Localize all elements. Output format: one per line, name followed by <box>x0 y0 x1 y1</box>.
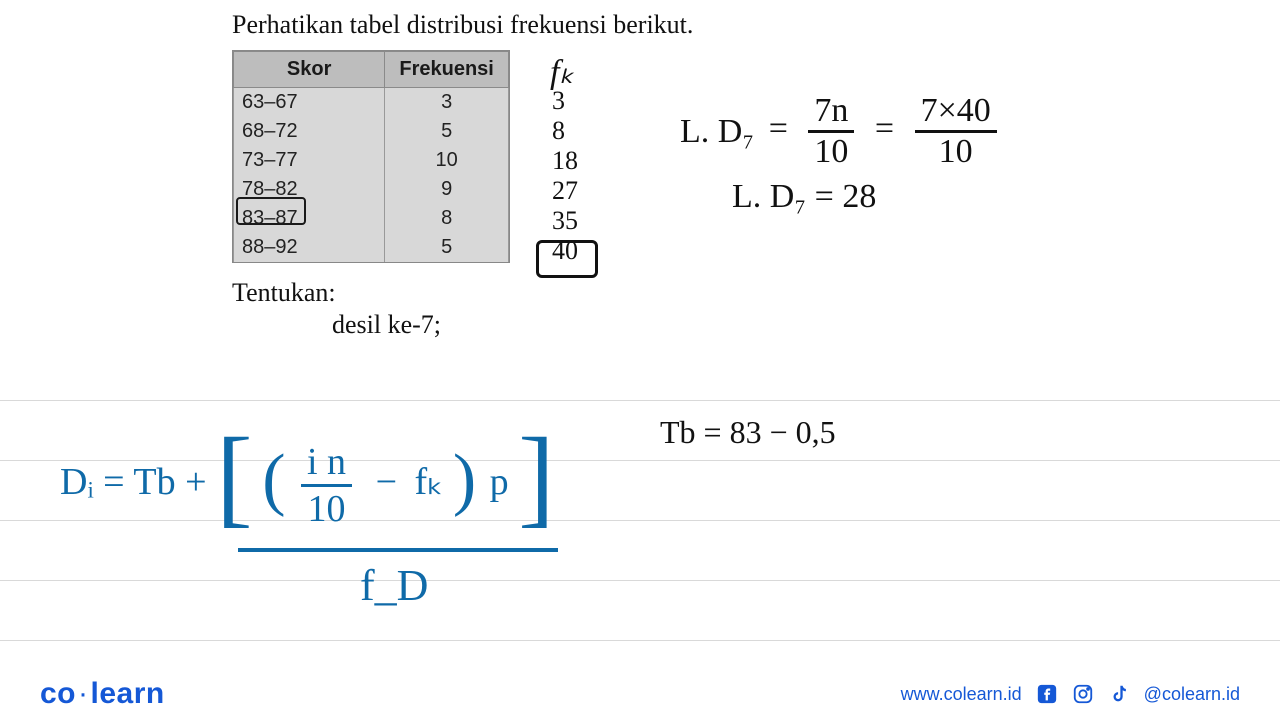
formula-fraction-bar <box>238 548 558 552</box>
calculation-ld7-result: L. D₇ = 28 <box>732 178 876 216</box>
fk-column: 3 8 18 27 35 40 <box>552 86 578 266</box>
fraction-denominator: 10 <box>915 133 997 171</box>
table-row: 83–87 8 <box>234 204 509 233</box>
problem-title: Perhatikan tabel distribusi frekuensi be… <box>232 10 693 40</box>
table-cell-skor: 73–77 <box>234 146 385 175</box>
table-cell-skor: 68–72 <box>234 117 385 146</box>
calc-label: L. D₇ <box>680 113 754 151</box>
frequency-table: Skor Frekuensi 63–67 3 68–72 5 73–77 10 <box>232 50 510 263</box>
logo-dot-icon: · <box>78 677 89 710</box>
footer-url[interactable]: www.colearn.id <box>901 684 1022 705</box>
fraction-denominator: 10 <box>808 133 854 171</box>
table-cell-skor: 63–67 <box>234 88 385 118</box>
footer-right: www.colearn.id @colearn.id <box>901 683 1240 705</box>
table-row: 73–77 10 <box>234 146 509 175</box>
fraction-numerator: i n <box>301 440 352 487</box>
logo-co: co <box>40 677 76 710</box>
table-row: 78–82 9 <box>234 175 509 204</box>
instagram-icon[interactable] <box>1072 683 1094 705</box>
footer: co·learn www.colearn.id @colearn.id <box>0 668 1280 720</box>
fk-value: 35 <box>552 206 578 236</box>
footer-handle[interactable]: @colearn.id <box>1144 684 1240 705</box>
rule-line <box>0 400 1280 401</box>
fk-value: 18 <box>552 146 578 176</box>
formula-fd: f_D <box>360 560 428 611</box>
colearn-logo: co·learn <box>40 677 165 711</box>
table-cell-freq: 10 <box>385 146 509 175</box>
calculation-ld7: L. D₇ = 7n 10 = 7×40 10 <box>680 92 1003 171</box>
rule-line <box>0 640 1280 641</box>
formula-p: p <box>490 461 509 503</box>
table-cell-freq: 9 <box>385 175 509 204</box>
table-cell-freq: 5 <box>385 233 509 262</box>
highlight-box-40 <box>536 240 598 278</box>
fraction-numerator: 7×40 <box>915 92 997 133</box>
fk-value: 27 <box>552 176 578 206</box>
formula-left: Dᵢ = Tb + <box>60 461 207 503</box>
table-row: 68–72 5 <box>234 117 509 146</box>
table-row: 63–67 3 <box>234 88 509 118</box>
fraction-numerator: 7n <box>808 92 854 133</box>
question-text: desil ke-7; <box>332 310 441 340</box>
table-header-skor: Skor <box>234 52 385 88</box>
equals-sign: = <box>875 110 894 147</box>
table-cell-skor: 83–87 <box>234 204 385 233</box>
formula-fk: fₖ <box>415 461 444 503</box>
minus-sign: − <box>376 461 397 503</box>
logo-learn: learn <box>91 677 165 710</box>
decile-formula: Dᵢ = Tb + [ ( i n 10 − fₖ ) p ] <box>60 440 555 531</box>
fk-value: 8 <box>552 116 578 146</box>
fk-value: 3 <box>552 86 578 116</box>
fraction-7x40-10: 7×40 10 <box>915 92 997 171</box>
table-cell-freq: 8 <box>385 204 509 233</box>
rule-line <box>0 580 1280 581</box>
fraction-in-10: i n 10 <box>301 440 352 531</box>
tentukan-label: Tentukan: <box>232 278 336 308</box>
facebook-icon[interactable] <box>1036 683 1058 705</box>
tiktok-icon[interactable] <box>1108 683 1130 705</box>
table-row: 88–92 5 <box>234 233 509 262</box>
fraction-7n-10: 7n 10 <box>808 92 854 171</box>
table-cell-freq: 5 <box>385 117 509 146</box>
table-cell-skor: 88–92 <box>234 233 385 262</box>
table-cell-skor: 78–82 <box>234 175 385 204</box>
tb-calculation: Tb = 83 − 0,5 <box>660 414 836 451</box>
page-root: Perhatikan tabel distribusi frekuensi be… <box>0 0 1280 720</box>
table-header-frekuensi: Frekuensi <box>385 52 509 88</box>
equals-sign: = <box>769 110 788 147</box>
fraction-denominator: 10 <box>301 487 352 531</box>
table-cell-freq: 3 <box>385 88 509 118</box>
